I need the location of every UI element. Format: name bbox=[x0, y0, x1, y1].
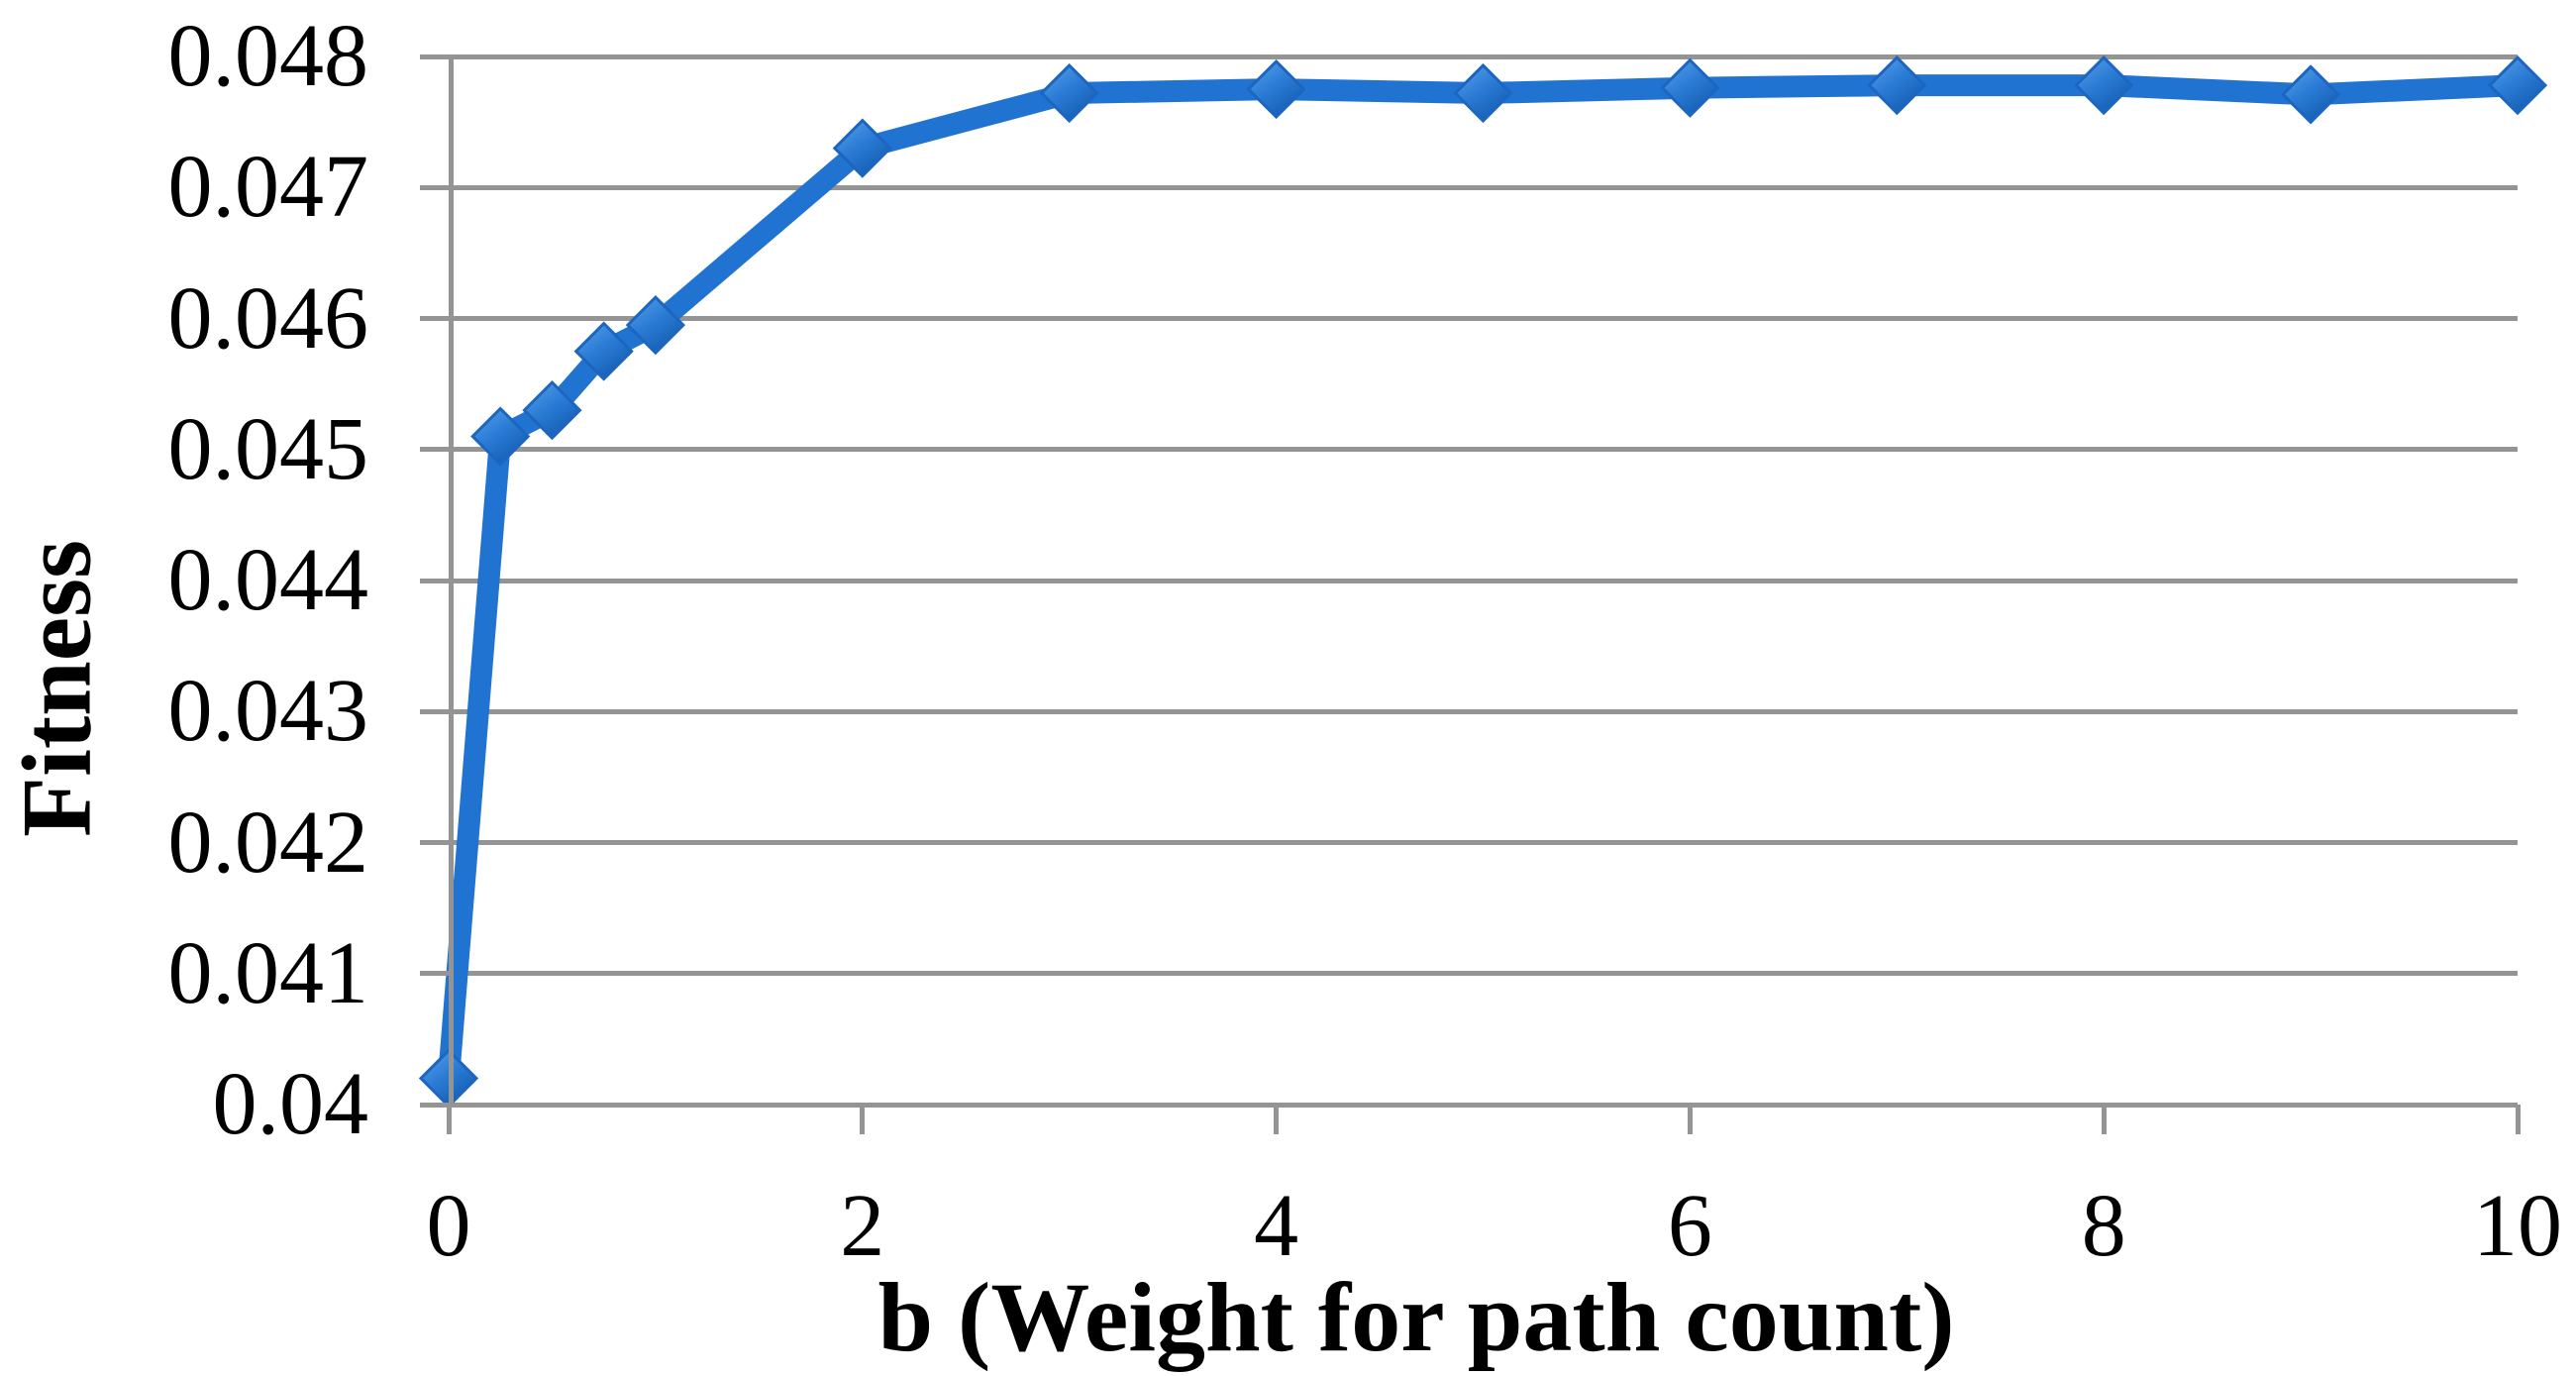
y-tick-mark bbox=[420, 316, 449, 321]
y-tick-mark bbox=[420, 1102, 449, 1108]
gridline-y bbox=[449, 53, 2518, 59]
x-tick-label: 4 bbox=[1254, 1177, 1299, 1275]
series-line bbox=[438, 74, 2528, 1090]
y-tick-label: 0.044 bbox=[167, 531, 369, 629]
data-point-diamond bbox=[1660, 57, 1720, 118]
y-axis-line bbox=[449, 56, 454, 1108]
x-tick-label: 10 bbox=[2473, 1177, 2562, 1275]
x-tick-mark bbox=[860, 1105, 866, 1134]
x-tick-mark bbox=[2515, 1105, 2521, 1134]
data-point-diamond bbox=[2074, 54, 2134, 116]
x-axis-line bbox=[449, 1103, 2518, 1108]
gridline-y bbox=[449, 971, 2518, 977]
data-point-diamond bbox=[1246, 58, 1306, 120]
gridline-y bbox=[449, 316, 2518, 321]
y-tick-mark bbox=[420, 53, 449, 59]
y-tick-label: 0.047 bbox=[167, 138, 369, 237]
y-tick-label: 0.04 bbox=[212, 1055, 369, 1153]
data-point-diamond bbox=[832, 118, 892, 178]
series-markers bbox=[418, 54, 2548, 1109]
x-tick-label: 6 bbox=[1667, 1177, 1712, 1275]
y-tick-mark bbox=[420, 447, 449, 453]
y-tick-mark bbox=[420, 184, 449, 190]
y-tick-mark bbox=[420, 840, 449, 845]
fitness-series bbox=[418, 54, 2548, 1109]
x-tick-mark bbox=[2101, 1105, 2107, 1134]
data-point-diamond bbox=[470, 406, 531, 467]
y-tick-label: 0.046 bbox=[167, 268, 369, 368]
data-point-diamond bbox=[573, 321, 634, 381]
x-tick-label: 0 bbox=[426, 1177, 471, 1275]
data-point-diamond bbox=[2487, 54, 2548, 116]
data-point-diamond bbox=[1039, 62, 1099, 124]
data-point-diamond bbox=[625, 294, 686, 356]
x-tick-label: 2 bbox=[840, 1177, 885, 1275]
data-point-diamond bbox=[1453, 62, 1513, 124]
y-tick-label: 0.048 bbox=[167, 7, 369, 105]
y-tick-label: 0.041 bbox=[167, 923, 369, 1022]
x-axis-title: b (Weight for path count) bbox=[877, 1262, 1955, 1372]
x-tick-mark bbox=[1274, 1105, 1280, 1134]
y-axis-title: Fitness bbox=[1, 540, 112, 837]
gridline-y bbox=[449, 840, 2518, 845]
data-point-diamond bbox=[1867, 54, 1927, 116]
plot-area bbox=[418, 53, 2548, 1109]
x-tick-mark bbox=[446, 1105, 452, 1134]
gridline-y bbox=[449, 184, 2518, 190]
x-tick-mark bbox=[1687, 1105, 1693, 1134]
y-tick-mark bbox=[420, 578, 449, 583]
y-tick-mark bbox=[420, 971, 449, 977]
data-point-diamond bbox=[522, 379, 582, 441]
gridline-y bbox=[449, 447, 2518, 453]
x-tick-label: 8 bbox=[2081, 1177, 2126, 1275]
y-tick-label: 0.042 bbox=[167, 793, 369, 892]
data-point-diamond bbox=[2280, 64, 2341, 125]
y-tick-label: 0.045 bbox=[167, 399, 369, 498]
y-tick-mark bbox=[420, 708, 449, 714]
y-tick-label: 0.043 bbox=[167, 662, 369, 761]
gridline-y bbox=[449, 578, 2518, 583]
gridline-y bbox=[449, 708, 2518, 714]
